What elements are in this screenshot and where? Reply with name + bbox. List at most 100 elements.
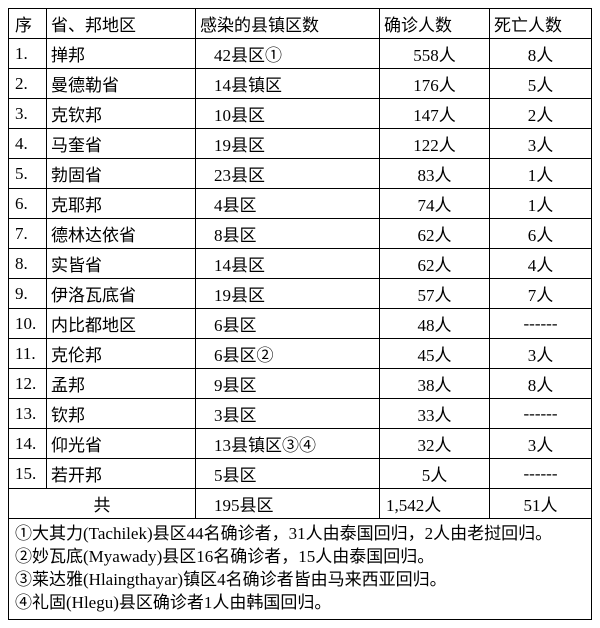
- col-header-region: 省、邦地区: [47, 9, 196, 39]
- table-cell: 德林达依省: [47, 219, 196, 249]
- total-confirmed: 1,542人: [380, 489, 490, 519]
- table-row: 5.勃固省23县区83人1人: [9, 159, 592, 189]
- table-cell: 8县区: [196, 219, 380, 249]
- table-cell: 9县区: [196, 369, 380, 399]
- table-cell: 558人: [380, 39, 490, 69]
- table-cell: 122人: [380, 129, 490, 159]
- table-row: 15.若开邦5县区5人------: [9, 459, 592, 489]
- table-cell: 8.: [9, 249, 47, 279]
- table-cell: 1.: [9, 39, 47, 69]
- table-cell: 克伦邦: [47, 339, 196, 369]
- table-row: 13.钦邦3县区33人------: [9, 399, 592, 429]
- table-cell: 23县区: [196, 159, 380, 189]
- table-cell: 曼德勒省: [47, 69, 196, 99]
- table-cell: 勃固省: [47, 159, 196, 189]
- table-row: 10.内比都地区6县区48人------: [9, 309, 592, 339]
- table-cell: 7人: [490, 279, 592, 309]
- table-cell: ------: [490, 309, 592, 339]
- table-row: 4.马奎省19县区122人3人: [9, 129, 592, 159]
- table-cell: 13.: [9, 399, 47, 429]
- table-notes-row: ①大其力(Tachilek)县区44名确诊者，31人由泰国回归，2人由老挝回归。…: [9, 519, 592, 620]
- table-cell: 32人: [380, 429, 490, 459]
- col-header-infected: 感染的县镇区数: [196, 9, 380, 39]
- note-line: ④礼固(Hlegu)县区确诊者1人由韩国回归。: [15, 592, 585, 615]
- table-cell: 3人: [490, 129, 592, 159]
- table-cell: 12.: [9, 369, 47, 399]
- table-cell: 13县镇区③④: [196, 429, 380, 459]
- table-body: 1.掸邦42县区①558人8人2.曼德勒省14县镇区176人5人3.克钦邦10县…: [9, 39, 592, 620]
- table-cell: 19县区: [196, 129, 380, 159]
- table-cell: 孟邦: [47, 369, 196, 399]
- table-cell: 48人: [380, 309, 490, 339]
- table-cell: 若开邦: [47, 459, 196, 489]
- table-row: 7.德林达依省8县区62人6人: [9, 219, 592, 249]
- note-line: ③莱达雅(Hlaingthayar)镇区4名确诊者皆由马来西亚回归。: [15, 569, 585, 592]
- table-cell: 掸邦: [47, 39, 196, 69]
- table-cell: 4人: [490, 249, 592, 279]
- table-total-row: 共195县区1,542人51人: [9, 489, 592, 519]
- total-deaths: 51人: [490, 489, 592, 519]
- table-row: 3.克钦邦10县区147人2人: [9, 99, 592, 129]
- table-cell: 仰光省: [47, 429, 196, 459]
- table-cell: 2人: [490, 99, 592, 129]
- table-cell: 克钦邦: [47, 99, 196, 129]
- table-cell: 4县区: [196, 189, 380, 219]
- table-cell: 62人: [380, 219, 490, 249]
- table-cell: 6县区②: [196, 339, 380, 369]
- table-row: 11.克伦邦6县区②45人3人: [9, 339, 592, 369]
- table-cell: 马奎省: [47, 129, 196, 159]
- notes-cell: ①大其力(Tachilek)县区44名确诊者，31人由泰国回归，2人由老挝回归。…: [9, 519, 592, 620]
- table-cell: 3人: [490, 339, 592, 369]
- table-cell: 33人: [380, 399, 490, 429]
- table-cell: 10县区: [196, 99, 380, 129]
- total-infected: 195县区: [196, 489, 380, 519]
- table-cell: 8人: [490, 369, 592, 399]
- table-cell: 45人: [380, 339, 490, 369]
- table-cell: 42县区①: [196, 39, 380, 69]
- table-cell: ------: [490, 399, 592, 429]
- table-cell: 11.: [9, 339, 47, 369]
- table-cell: 9.: [9, 279, 47, 309]
- table-cell: 83人: [380, 159, 490, 189]
- table-cell: 176人: [380, 69, 490, 99]
- table-row: 14.仰光省13县镇区③④32人3人: [9, 429, 592, 459]
- table-cell: 74人: [380, 189, 490, 219]
- table-cell: 实皆省: [47, 249, 196, 279]
- table-cell: 6人: [490, 219, 592, 249]
- table-cell: 62人: [380, 249, 490, 279]
- table-cell: 14.: [9, 429, 47, 459]
- col-header-confirmed: 确诊人数: [380, 9, 490, 39]
- table-cell: 5县区: [196, 459, 380, 489]
- col-header-seq: 序: [9, 9, 47, 39]
- table-cell: 4.: [9, 129, 47, 159]
- table-cell: 克耶邦: [47, 189, 196, 219]
- table-cell: 伊洛瓦底省: [47, 279, 196, 309]
- table-row: 8.实皆省14县区62人4人: [9, 249, 592, 279]
- table-row: 9.伊洛瓦底省19县区57人7人: [9, 279, 592, 309]
- total-label: 共: [9, 489, 196, 519]
- table-cell: 7.: [9, 219, 47, 249]
- table-cell: 14县区: [196, 249, 380, 279]
- table-cell: ------: [490, 459, 592, 489]
- table-cell: 2.: [9, 69, 47, 99]
- table-cell: 3.: [9, 99, 47, 129]
- note-line: ②妙瓦底(Myawady)县区16名确诊者，15人由泰国回归。: [15, 546, 585, 569]
- table-cell: 5人: [490, 69, 592, 99]
- table-cell: 10.: [9, 309, 47, 339]
- table-cell: 钦邦: [47, 399, 196, 429]
- table-cell: 8人: [490, 39, 592, 69]
- table-row: 1.掸邦42县区①558人8人: [9, 39, 592, 69]
- table-cell: 15.: [9, 459, 47, 489]
- table-row: 12.孟邦9县区38人8人: [9, 369, 592, 399]
- table-header-row: 序 省、邦地区 感染的县镇区数 确诊人数 死亡人数: [9, 9, 592, 39]
- col-header-deaths: 死亡人数: [490, 9, 592, 39]
- table-cell: 3人: [490, 429, 592, 459]
- table-cell: 5人: [380, 459, 490, 489]
- table-row: 6.克耶邦4县区74人1人: [9, 189, 592, 219]
- note-line: ①大其力(Tachilek)县区44名确诊者，31人由泰国回归，2人由老挝回归。: [15, 523, 585, 546]
- table-cell: 14县镇区: [196, 69, 380, 99]
- table-row: 2.曼德勒省14县镇区176人5人: [9, 69, 592, 99]
- covid-region-table: 序 省、邦地区 感染的县镇区数 确诊人数 死亡人数 1.掸邦42县区①558人8…: [8, 8, 592, 620]
- table-cell: 147人: [380, 99, 490, 129]
- table-cell: 57人: [380, 279, 490, 309]
